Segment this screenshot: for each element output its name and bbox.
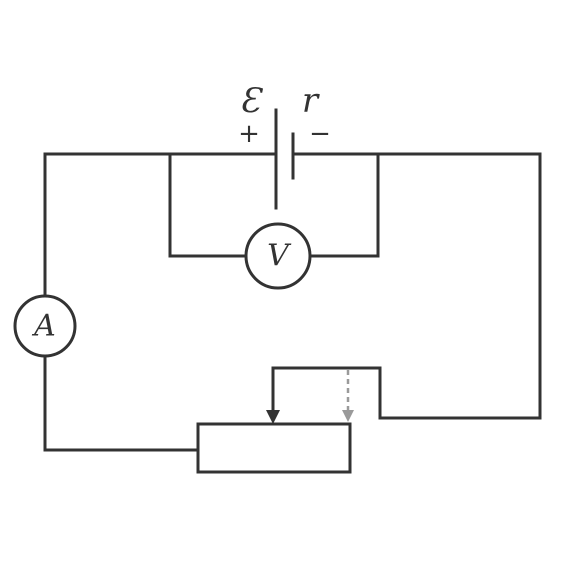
rheostat-body [196, 422, 352, 474]
slider-arrow-icon [266, 410, 280, 424]
ammeter-label: A [31, 309, 56, 344]
emf-symbol: Ɛ [239, 81, 263, 121]
minus-sign: − [309, 119, 331, 149]
wire-voltmeter-left [168, 152, 248, 258]
ammeter-circle [13, 294, 77, 358]
plus-sign: + [238, 119, 260, 149]
wire-top-right [271, 152, 542, 420]
wire-top-left [43, 152, 278, 298]
internal-resistance-label: r [302, 81, 320, 121]
wire-left-lower [43, 354, 200, 452]
voltmeter: V [244, 222, 312, 290]
voltmeter-circle [244, 222, 312, 290]
slider-alt-arrow-icon [342, 410, 354, 422]
voltmeter-label: V [267, 239, 292, 274]
ammeter: A [13, 294, 77, 358]
wire-voltmeter-right [308, 152, 380, 258]
